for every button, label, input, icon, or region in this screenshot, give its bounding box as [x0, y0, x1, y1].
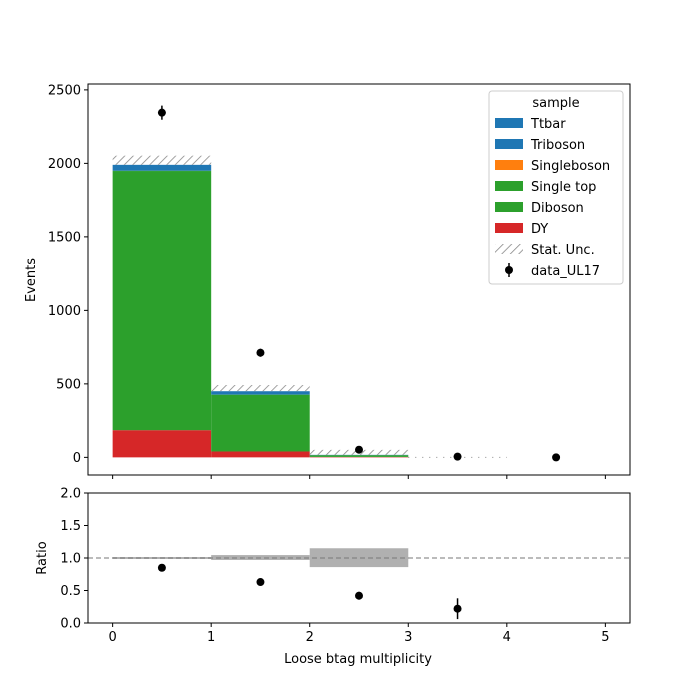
- data-point-1: [256, 348, 265, 357]
- bar-diboson-bin-0: [112, 171, 212, 431]
- legend-swatch-triboson: [495, 139, 523, 149]
- legend: sample Ttbar Triboson Singleboson Single to…: [488, 90, 624, 285]
- legend-label-diboson: Diboson: [531, 201, 584, 216]
- legend-title: sample: [532, 96, 579, 111]
- main-ytick-label: 2500: [48, 83, 81, 98]
- legend-label-singleboson: Singleboson: [531, 159, 610, 174]
- main-ytick-label: 500: [56, 377, 81, 392]
- xtick-label: 3: [404, 630, 412, 645]
- main-ytick-label: 1000: [48, 304, 81, 319]
- legend-swatch-dy: [495, 223, 523, 233]
- xtick-label: 1: [207, 630, 215, 645]
- xtick-label: 4: [503, 630, 511, 645]
- ratio-panel: 0.0 0.5 1.0 1.5 2.0 0 1 2 3 4 5 Ratio Loose btag …: [35, 487, 631, 667]
- ratio-point-0: [157, 563, 166, 572]
- xtick-label: 0: [108, 630, 116, 645]
- main-ytick-label: 2000: [48, 157, 81, 172]
- main-panel: 0 500 1000 1500 2000 2500 Events sample Ttbar…: [24, 83, 631, 479]
- legend-marker-data-ul17: [505, 266, 513, 274]
- ratio-point-3: [453, 604, 462, 613]
- stat-unc-band-bin-1: [211, 385, 310, 392]
- legend-label-data-ul17: data_UL17: [531, 264, 600, 279]
- ratio-ytick-label: 1.0: [60, 552, 81, 567]
- xtick-label: 2: [306, 630, 314, 645]
- legend-label-triboson: Triboson: [530, 138, 585, 153]
- main-ytick-label: 1500: [48, 230, 81, 245]
- ratio-ytick-label: 0.0: [60, 617, 81, 632]
- bar-ttbar-bin-1: [211, 391, 310, 395]
- legend-label-ttbar: Ttbar: [530, 117, 566, 132]
- legend-swatch-singleboson: [495, 160, 523, 170]
- ratio-y-axis-label: Ratio: [35, 541, 50, 574]
- bar-diboson-bin-2: [309, 455, 409, 457]
- ratio-point-2: [355, 591, 363, 600]
- bar-ttbar-bin-0: [112, 164, 212, 171]
- bar-dy-bin-1: [211, 451, 310, 458]
- main-y-axis-label: Events: [24, 258, 39, 302]
- legend-swatch-ttbar: [495, 118, 523, 128]
- ratio-ytick-label: 2.0: [60, 487, 81, 502]
- ratio-point-1: [256, 578, 265, 587]
- ratio-ytick-label: 1.5: [60, 519, 81, 534]
- data-point-0: [157, 108, 166, 117]
- ratio-ytick-label: 0.5: [60, 584, 81, 599]
- main-axes-frame: [87, 83, 631, 476]
- legend-swatch-stat-unc-: [495, 244, 523, 254]
- data-point-4: [552, 453, 561, 462]
- data-point-3: [453, 452, 462, 461]
- stat-unc-band-bin-0: [112, 155, 212, 165]
- legend-label-single-top: Single top: [531, 180, 596, 195]
- x-axis-label: Loose btag multiplicity: [284, 652, 432, 667]
- legend-swatch-single-top: [495, 181, 523, 191]
- bar-single-top-bin-0: [112, 170, 212, 172]
- legend-swatch-diboson: [495, 202, 523, 212]
- legend-label-dy: DY: [531, 222, 548, 237]
- data-point-2: [355, 445, 363, 454]
- bar-diboson-bin-1: [211, 394, 310, 452]
- bar-dy-bin-0: [112, 430, 212, 458]
- ratio-unc-band-bin-2: [309, 548, 409, 568]
- xtick-label: 5: [601, 630, 609, 645]
- main-ytick-label: 0: [73, 451, 81, 466]
- legend-label-stat-unc-: Stat. Unc.: [531, 243, 595, 258]
